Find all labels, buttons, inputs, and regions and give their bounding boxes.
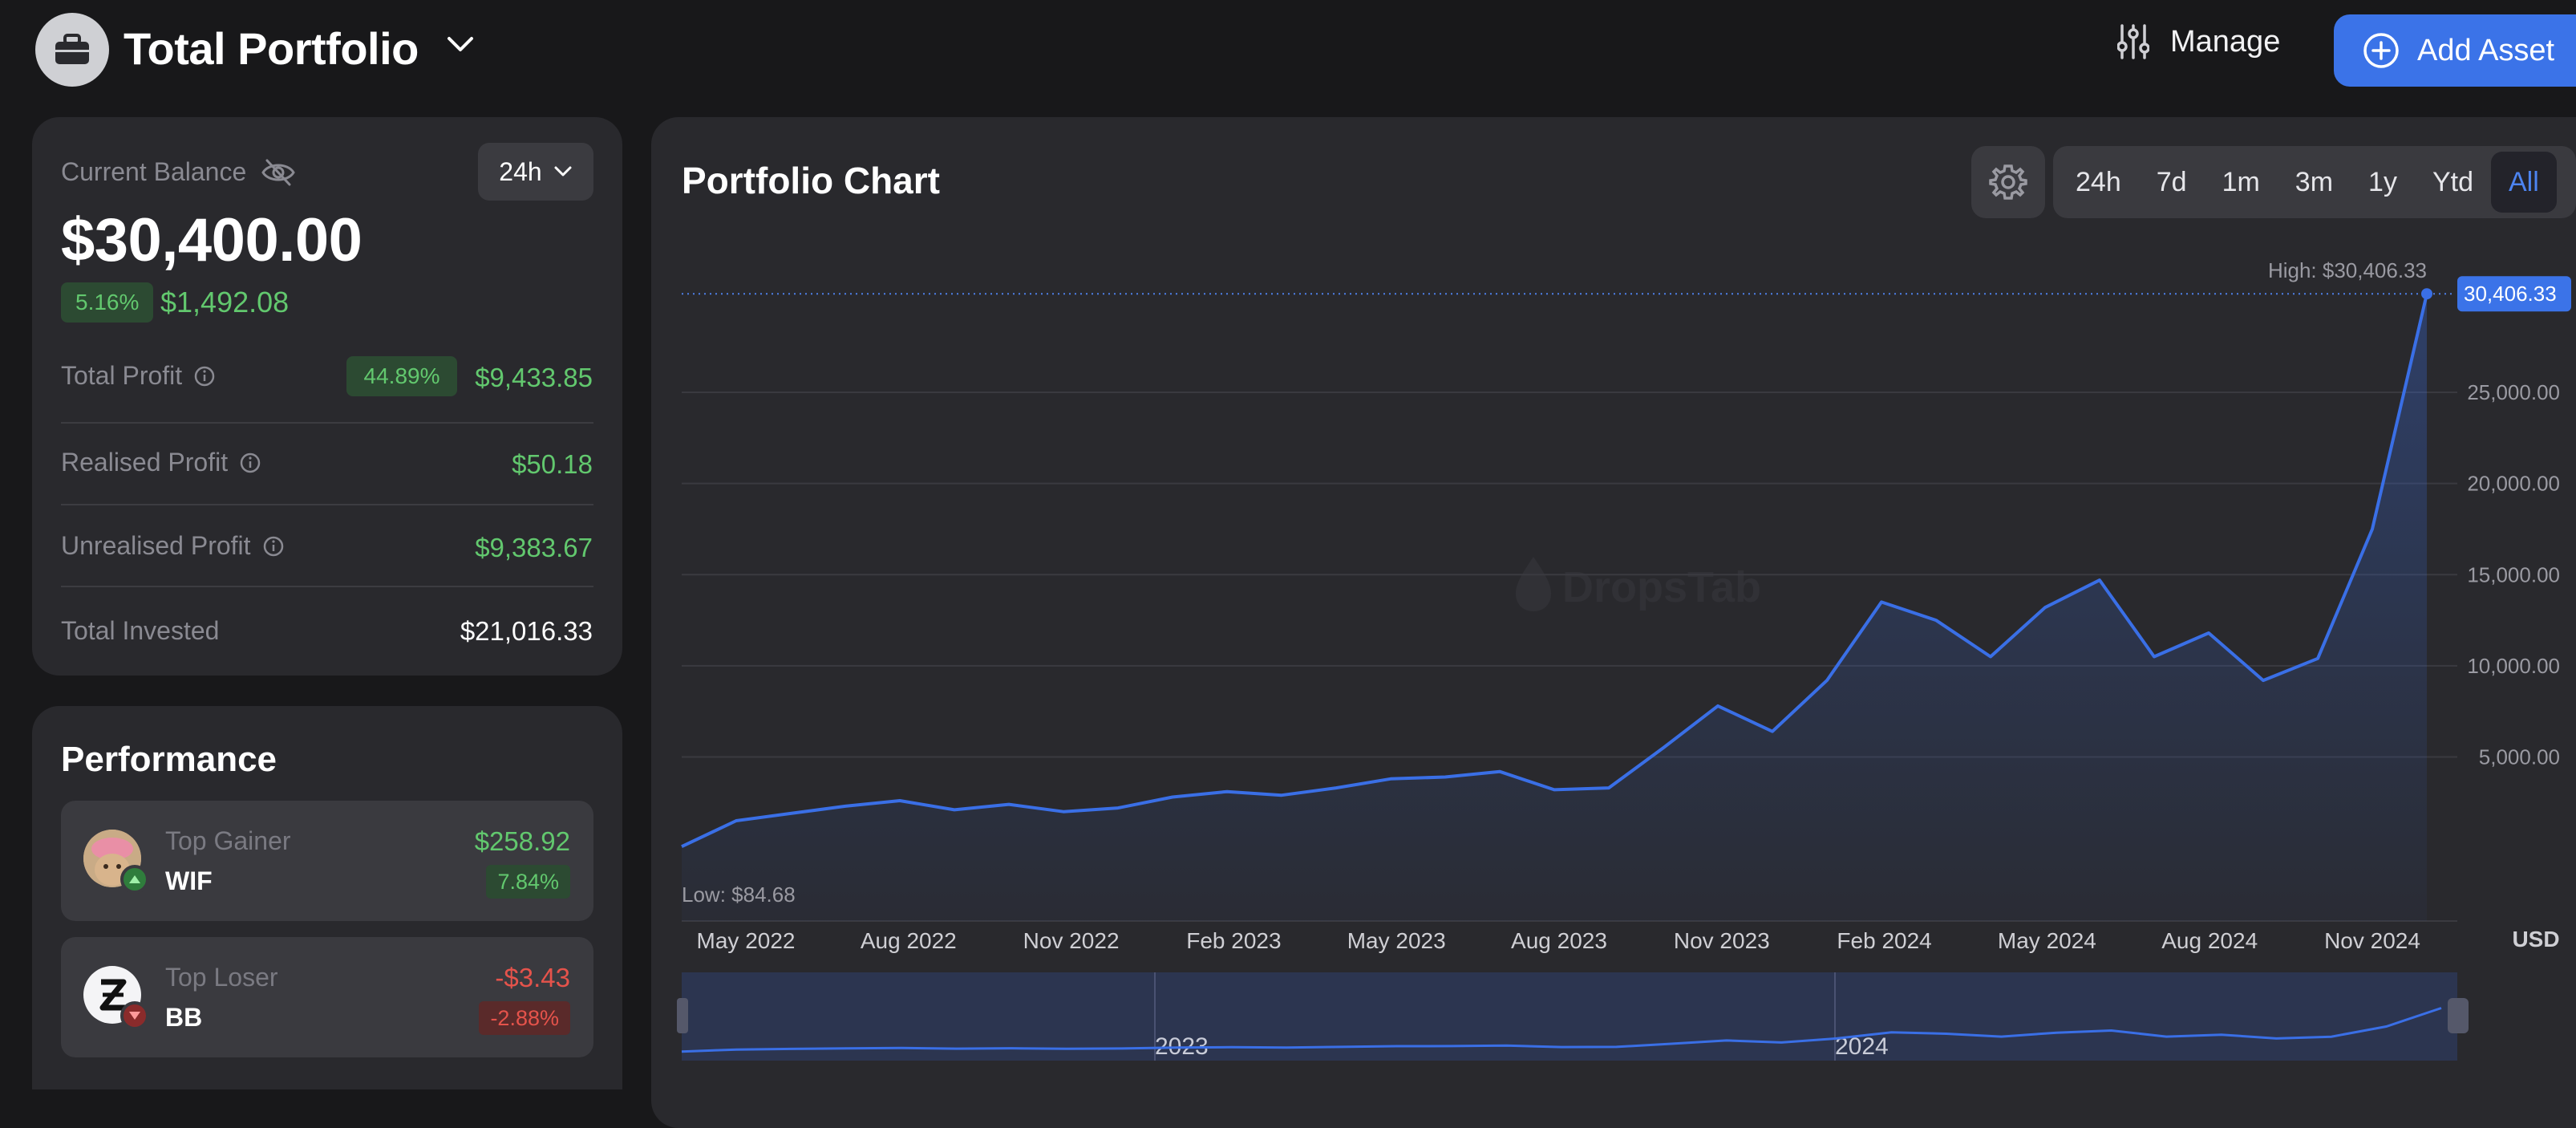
add-asset-label: Add Asset: [2417, 33, 2555, 67]
page-title[interactable]: Total Portfolio: [124, 23, 419, 74]
up-arrow-icon: [120, 865, 149, 894]
y-tick-label: 20,000.00: [2467, 472, 2560, 496]
range-1m[interactable]: 1m: [2222, 166, 2260, 197]
total-invested-value: $21,016.33: [460, 616, 593, 646]
x-tick-label: Aug 2024: [2161, 928, 2258, 953]
x-tick-label: Aug 2023: [1511, 928, 1607, 953]
x-tick-label: Nov 2023: [1674, 928, 1770, 953]
top-gainer-label: Top Gainer: [165, 826, 291, 855]
realised-profit-text: Realised Profit: [61, 448, 229, 477]
current-value-text: 30,406.33: [2464, 282, 2557, 306]
info-icon[interactable]: [239, 452, 261, 474]
chart-navigator[interactable]: 2023 2024: [677, 972, 2469, 1061]
chart-series-line: [681, 293, 2428, 849]
top-loser-label: Top Loser: [165, 963, 278, 992]
down-arrow-icon: [120, 1001, 149, 1030]
chevron-down-icon: [554, 166, 572, 177]
top-gainer-amount: $258.92: [474, 826, 570, 856]
range-7d[interactable]: 7d: [2156, 166, 2187, 197]
unrealised-profit-text: Unrealised Profit: [61, 531, 251, 560]
range-ytd[interactable]: Ytd: [2432, 166, 2473, 197]
top-gainer-pct-badge: 7.84%: [486, 865, 570, 899]
watermark-text: DropsTab: [1562, 563, 1761, 611]
range-1y[interactable]: 1y: [2368, 166, 2397, 197]
balance-change-pct-badge: 5.16%: [61, 282, 154, 323]
currency-label: USD: [2512, 927, 2559, 951]
gear-icon: [1989, 164, 2027, 200]
portfolio-chart-card: [651, 117, 2576, 1128]
current-balance-text: Current Balance: [61, 157, 247, 186]
plus-circle-icon: [2363, 33, 2399, 68]
x-tick-label: May 2024: [1998, 928, 2096, 953]
range-24h[interactable]: 24h: [2076, 166, 2121, 197]
current-balance-value: $30,400.00: [61, 206, 363, 274]
navigator-left-handle[interactable]: [677, 998, 688, 1033]
top-loser-amount: -$3.43: [495, 963, 570, 992]
realised-profit-value: $50.18: [512, 449, 593, 479]
divider: [61, 504, 593, 505]
sliders-icon: [2117, 24, 2149, 59]
balance-period-select[interactable]: 24h: [478, 143, 593, 201]
unrealised-profit-label: Unrealised Profit: [61, 531, 285, 561]
portfolio-avatar[interactable]: [35, 13, 109, 87]
balance-period-value: 24h: [499, 156, 542, 186]
realised-profit-label: Realised Profit: [61, 448, 261, 477]
y-tick-label: 10,000.00: [2467, 654, 2560, 678]
total-profit-label: Total Profit: [61, 361, 216, 391]
chart-range-tabs: 24h 7d 1m 3m 1y Ytd All: [2053, 146, 2576, 218]
current-value-tag: 30,406.33: [2457, 276, 2571, 312]
total-profit-pct-badge: 44.89%: [346, 356, 457, 396]
range-all[interactable]: All: [2491, 152, 2557, 213]
top-gainer-item[interactable]: [61, 801, 593, 921]
total-invested-label: Total Invested: [61, 616, 219, 646]
chevron-down-icon[interactable]: [446, 35, 475, 55]
low-label: Low: $84.68: [682, 883, 796, 907]
x-tick-label: May 2022: [697, 928, 796, 953]
range-3m[interactable]: 3m: [2295, 166, 2334, 197]
y-tick-label: 25,000.00: [2467, 380, 2560, 404]
x-tick-label: Nov 2024: [2324, 928, 2420, 953]
x-tick-label: May 2023: [1347, 928, 1446, 953]
balance-change-abs: $1,492.08: [160, 286, 290, 319]
high-point: [2421, 288, 2432, 300]
x-tick-label: Feb 2023: [1186, 928, 1281, 953]
total-profit-text: Total Profit: [61, 361, 183, 390]
top-gainer-symbol: WIF: [165, 866, 213, 895]
divider: [61, 422, 593, 424]
wif-avatar: [83, 830, 141, 887]
info-icon[interactable]: [262, 535, 285, 558]
navigator-right-handle[interactable]: [2448, 998, 2469, 1033]
unrealised-profit-value: $9,383.67: [475, 533, 593, 562]
x-tick-label: Feb 2024: [1837, 928, 1931, 953]
y-tick-label: 15,000.00: [2467, 562, 2560, 586]
total-profit-value: $9,433.85: [475, 363, 593, 392]
high-label: High: $30,406.33: [2268, 258, 2427, 282]
navigator-series-line: [681, 1007, 2442, 1053]
portfolio-chart[interactable]: DropsTab High: $30,406.33 Low: $84.68 30…: [0, 0, 2576, 1089]
performance-title: Performance: [61, 740, 277, 779]
chart-area-fill: [682, 294, 2427, 921]
x-tick-label: Aug 2022: [861, 928, 957, 953]
bb-logo-icon: [99, 979, 127, 1011]
briefcase-icon: [55, 34, 89, 64]
watermark: DropsTab: [1516, 557, 1761, 611]
dog-hat-icon: [83, 830, 141, 887]
info-icon[interactable]: [193, 365, 216, 387]
chart-settings-button[interactable]: [1971, 146, 2045, 218]
manage-label: Manage: [2170, 24, 2281, 59]
current-balance-label: Current Balance: [61, 157, 296, 187]
x-tick-label: Nov 2022: [1023, 928, 1120, 953]
divider: [61, 586, 593, 587]
top-loser-pct-badge: -2.88%: [479, 1001, 570, 1035]
top-loser-item[interactable]: [61, 937, 593, 1057]
eye-off-icon[interactable]: [261, 159, 296, 186]
balance-card: [32, 117, 622, 676]
manage-button[interactable]: Manage: [2117, 24, 2280, 59]
chart-title: Portfolio Chart: [682, 160, 940, 201]
add-asset-button[interactable]: Add Asset: [2334, 14, 2576, 87]
total-invested-text: Total Invested: [61, 616, 220, 645]
top-loser-symbol: BB: [165, 1003, 203, 1032]
y-tick-label: 5,000.00: [2479, 745, 2560, 769]
